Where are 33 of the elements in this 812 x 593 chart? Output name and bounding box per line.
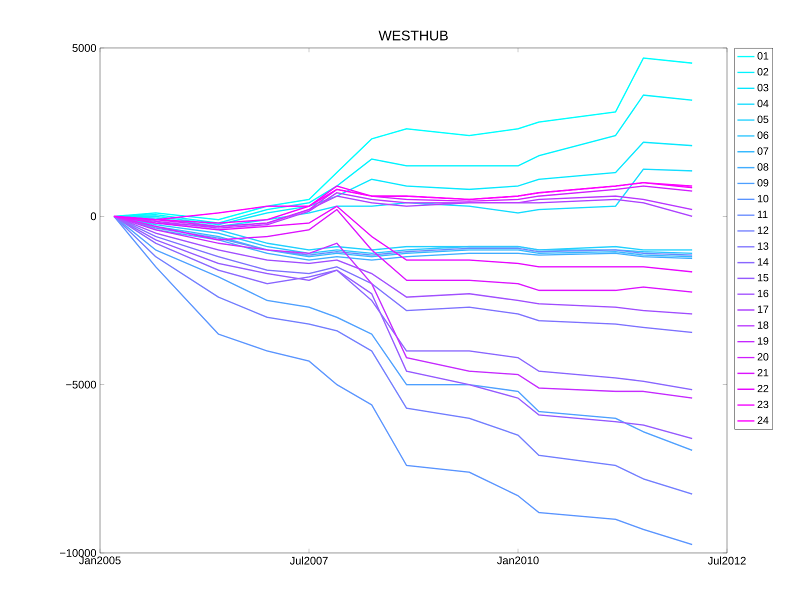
x-tick-label: Jul2012 [708, 556, 746, 565]
x-tick-label: Jan2010 [497, 556, 539, 564]
legend-label: 08 [758, 163, 768, 171]
legend-label: 05 [758, 116, 768, 124]
legend-label: 02 [758, 68, 768, 76]
legend-label: 10 [758, 194, 768, 202]
legend-label: 09 [758, 179, 768, 187]
legend-label: 19 [758, 337, 768, 345]
y-tick-label: 0 [90, 212, 96, 220]
legend-label: 17 [758, 306, 768, 313]
legend-label: 15 [758, 274, 768, 282]
legend-label: 22 [758, 384, 768, 392]
x-tick-label: Jul2007 [290, 556, 328, 565]
legend-label: 07 [758, 147, 768, 155]
legend-label: 24 [758, 416, 768, 424]
legend-label: 18 [758, 321, 768, 329]
legend-label: 04 [758, 100, 768, 108]
legend-label: 11 [758, 210, 768, 218]
y-tick-label: 5000 [72, 44, 96, 52]
legend-label: 23 [758, 400, 768, 408]
legend-label: 06 [758, 131, 768, 139]
legend-label: 16 [758, 290, 768, 298]
legend-label: 21 [758, 368, 768, 376]
legend-label: 01 [758, 52, 768, 60]
legend-label: 20 [758, 353, 768, 361]
chart-title: WESTHUB [378, 30, 448, 40]
y-tick-label: −10000 [60, 549, 96, 557]
legend-label: 03 [758, 84, 768, 92]
legend-label: 12 [758, 226, 768, 234]
legend-label: 14 [758, 258, 768, 266]
y-tick-label: −5000 [66, 380, 96, 389]
x-tick-label: Jan2005 [79, 556, 121, 564]
legend-label: 13 [758, 242, 768, 250]
